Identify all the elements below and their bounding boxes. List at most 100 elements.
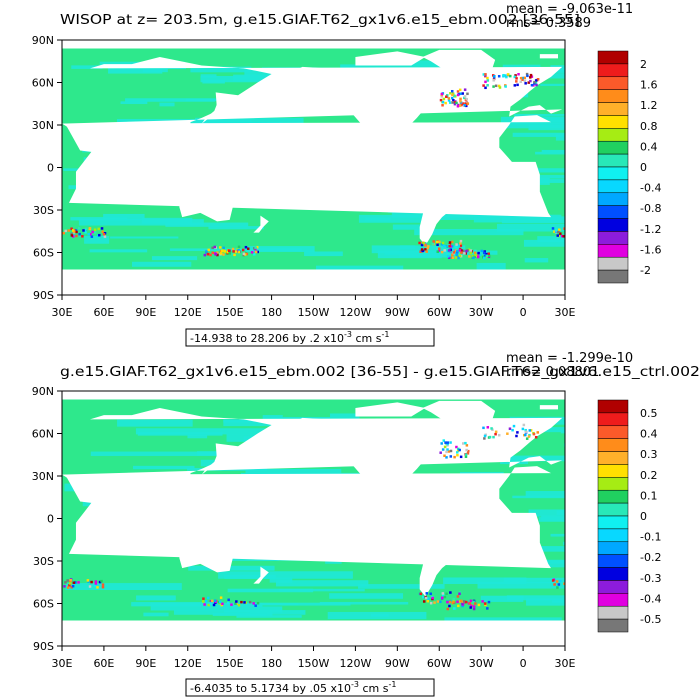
field-band <box>245 468 342 475</box>
field-band <box>528 509 565 517</box>
field-speckle <box>523 79 527 83</box>
field-speckle <box>209 253 212 257</box>
field-speckle <box>218 600 222 604</box>
field-speckle <box>449 245 453 248</box>
colorbar-label: -2 <box>640 264 651 277</box>
colorbar-label: -1.2 <box>640 223 661 236</box>
field-speckle <box>70 234 74 237</box>
field-speckle <box>484 80 487 84</box>
field-speckle <box>448 101 452 104</box>
field-speckle <box>78 232 81 236</box>
field-band <box>188 565 275 571</box>
field-speckle <box>529 429 533 432</box>
field-speckle <box>524 433 527 437</box>
field-speckle <box>484 74 487 77</box>
field-band <box>371 245 466 254</box>
colorbar-swatch <box>597 89 629 103</box>
field-speckle <box>515 80 518 83</box>
field-speckle <box>473 255 476 259</box>
field-band <box>358 584 445 589</box>
field-speckle <box>532 84 535 87</box>
field-band <box>186 556 279 562</box>
field-speckle <box>485 254 489 258</box>
colorbar-swatch <box>597 541 629 555</box>
colorbar: 2 1.6 1.2 0.8 0.4 0 -0.4 -0.8 -1.2 -1.6 -2 <box>597 50 661 284</box>
field-speckle <box>223 249 227 253</box>
colorbar-swatch <box>597 580 629 594</box>
field-speckle <box>459 455 463 459</box>
land-greenland <box>422 400 496 434</box>
land-new-zealand <box>253 566 269 584</box>
field-band <box>236 615 302 618</box>
field-band <box>120 101 148 105</box>
map-area <box>62 391 565 646</box>
field-band <box>550 533 565 537</box>
field-speckle <box>456 595 460 598</box>
field-speckle <box>436 247 439 250</box>
field-speckle <box>527 81 530 84</box>
field-speckle <box>449 455 453 458</box>
field-speckle <box>558 228 561 232</box>
field-speckle <box>216 251 219 254</box>
field-speckle <box>460 251 463 254</box>
field-band <box>103 213 145 221</box>
field-speckle <box>464 441 467 445</box>
field-speckle <box>448 244 451 248</box>
field-speckle <box>457 244 461 247</box>
field-speckle <box>451 256 455 259</box>
field-speckle <box>563 582 565 585</box>
field-band <box>325 561 342 564</box>
field-speckle <box>497 84 501 88</box>
colorbar-label: -0.5 <box>640 613 661 626</box>
mean-text: mean = -9.063e-11 <box>506 2 633 17</box>
field-speckle <box>421 249 425 253</box>
field-speckle <box>254 250 258 254</box>
field-band <box>200 74 217 78</box>
rms-text: rms= 0.08801 <box>506 365 599 380</box>
colorbar-swatch <box>597 605 629 620</box>
field-speckle <box>524 428 527 432</box>
field-speckle <box>62 231 66 235</box>
field-speckle <box>486 76 489 80</box>
land-sumatra <box>152 160 169 176</box>
field-speckle <box>460 599 463 603</box>
field-band <box>525 491 565 498</box>
field-speckle <box>70 232 73 236</box>
field-speckle <box>443 595 447 599</box>
field-speckle <box>513 84 517 87</box>
field-speckle <box>515 77 518 80</box>
field-speckle <box>481 600 484 603</box>
field-speckle <box>486 84 489 87</box>
field-speckle <box>502 73 505 77</box>
field-band <box>496 223 565 232</box>
field-speckle <box>482 426 485 430</box>
field-speckle <box>440 92 444 96</box>
field-speckle <box>459 100 462 103</box>
field-speckle <box>94 580 98 583</box>
field-speckle <box>463 600 466 603</box>
field-speckle <box>90 235 94 238</box>
field-speckle <box>508 427 512 430</box>
field-speckle <box>202 597 205 600</box>
field-speckle <box>221 602 224 606</box>
field-speckle <box>456 93 460 97</box>
field-speckle <box>422 241 426 245</box>
field-speckle <box>219 252 223 255</box>
land-japan <box>201 454 219 475</box>
field-speckle <box>451 253 454 256</box>
field-speckle <box>443 445 447 449</box>
lon-label: 60E <box>93 657 114 670</box>
field-speckle <box>472 256 475 260</box>
land-svalbard <box>539 54 559 59</box>
field-speckle <box>447 97 451 100</box>
colorbar-swatch <box>597 256 629 271</box>
field-speckle <box>483 602 487 605</box>
field-band <box>541 149 565 153</box>
field-speckle <box>456 600 459 604</box>
land-australia <box>179 183 234 222</box>
field-speckle <box>456 250 459 253</box>
field-speckle <box>529 76 532 79</box>
field-speckle <box>424 596 428 600</box>
land-arctic-islands <box>355 402 426 417</box>
field-band <box>230 602 351 606</box>
